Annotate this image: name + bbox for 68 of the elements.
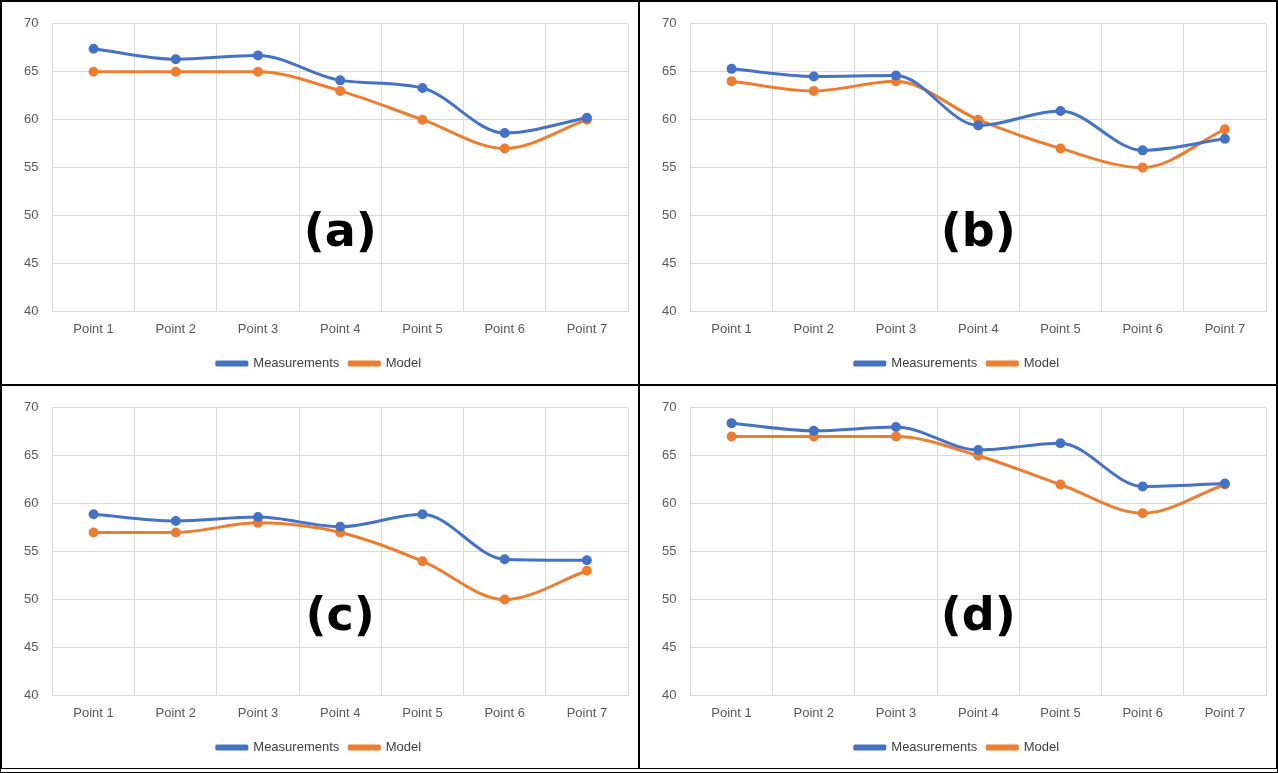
y-tick-label: 65 (661, 447, 677, 463)
x-tick-label: Point 6 (484, 704, 525, 720)
x-tick-label: Point 5 (402, 704, 443, 720)
y-tick-label: 60 (661, 495, 677, 511)
y-tick-label: 65 (23, 447, 39, 463)
y-tick-label: 55 (23, 159, 39, 175)
x-tick-label: Point 3 (875, 320, 917, 336)
x-tick-label: Point 5 (1040, 704, 1081, 720)
y-tick-label: 60 (661, 111, 677, 127)
y-tick-label: 40 (23, 302, 39, 318)
y-tick-label: 55 (661, 543, 677, 559)
y-tick-label: 45 (661, 255, 677, 271)
y-tick-label: 50 (661, 207, 677, 223)
x-tick-label: Point 1 (711, 704, 752, 720)
x-tick-label: Point 4 (957, 320, 999, 336)
legend-label: Model (1023, 739, 1060, 755)
y-tick-label: 55 (661, 159, 677, 175)
annotation: (d) (940, 586, 1016, 641)
x-tick-label: Point 3 (875, 704, 917, 720)
x-tick-label: Point 2 (793, 320, 835, 336)
x-tick-label: Point 5 (1040, 320, 1081, 336)
x-tick-label: Point 7 (566, 320, 608, 336)
x-tick-label: Point 1 (73, 704, 114, 720)
y-tick-label: 40 (661, 686, 677, 702)
legend-label: Model (385, 739, 422, 755)
legend-label: Measurements (253, 739, 340, 755)
annotation: (c) (305, 586, 375, 641)
x-tick-label: Point 7 (1204, 704, 1246, 720)
x-tick-label: Point 3 (237, 704, 279, 720)
y-tick-label: 65 (23, 63, 39, 79)
y-tick-label: 65 (661, 63, 677, 79)
y-tick-label: 40 (661, 302, 677, 318)
x-tick-label: Point 4 (957, 704, 999, 720)
y-tick-label: 70 (23, 399, 39, 415)
y-tick-label: 40 (23, 686, 39, 702)
legend-label: Measurements (891, 355, 978, 371)
y-tick-label: 60 (23, 495, 39, 511)
x-tick-label: Point 3 (237, 320, 279, 336)
x-tick-label: Point 5 (402, 320, 443, 336)
y-tick-label: 60 (23, 111, 39, 127)
x-tick-label: Point 2 (155, 320, 197, 336)
legend-label: Model (385, 355, 422, 371)
x-tick-label: Point 7 (566, 704, 608, 720)
x-tick-label: Point 4 (319, 320, 361, 336)
x-tick-label: Point 6 (1122, 704, 1163, 720)
x-tick-label: Point 6 (484, 320, 525, 336)
y-tick-label: 50 (23, 591, 39, 607)
y-tick-label: 70 (661, 399, 677, 415)
y-tick-label: 45 (23, 639, 39, 655)
y-tick-label: 70 (661, 15, 677, 31)
legend-label: Model (1023, 355, 1060, 371)
y-tick-label: 45 (23, 255, 39, 271)
legend-label: Measurements (253, 355, 340, 371)
y-tick-label: 50 (661, 591, 677, 607)
annotation: (b) (940, 202, 1016, 257)
x-tick-label: Point 2 (793, 704, 835, 720)
y-tick-label: 70 (23, 15, 39, 31)
annotation: (a) (303, 202, 377, 257)
x-tick-label: Point 7 (1204, 320, 1246, 336)
x-tick-label: Point 4 (319, 704, 361, 720)
x-tick-label: Point 6 (1122, 320, 1163, 336)
x-tick-label: Point 2 (155, 704, 197, 720)
y-tick-label: 50 (23, 207, 39, 223)
y-tick-label: 55 (23, 543, 39, 559)
x-tick-label: Point 1 (73, 320, 114, 336)
legend-label: Measurements (891, 739, 978, 755)
y-tick-label: 45 (661, 639, 677, 655)
x-tick-label: Point 1 (711, 320, 752, 336)
